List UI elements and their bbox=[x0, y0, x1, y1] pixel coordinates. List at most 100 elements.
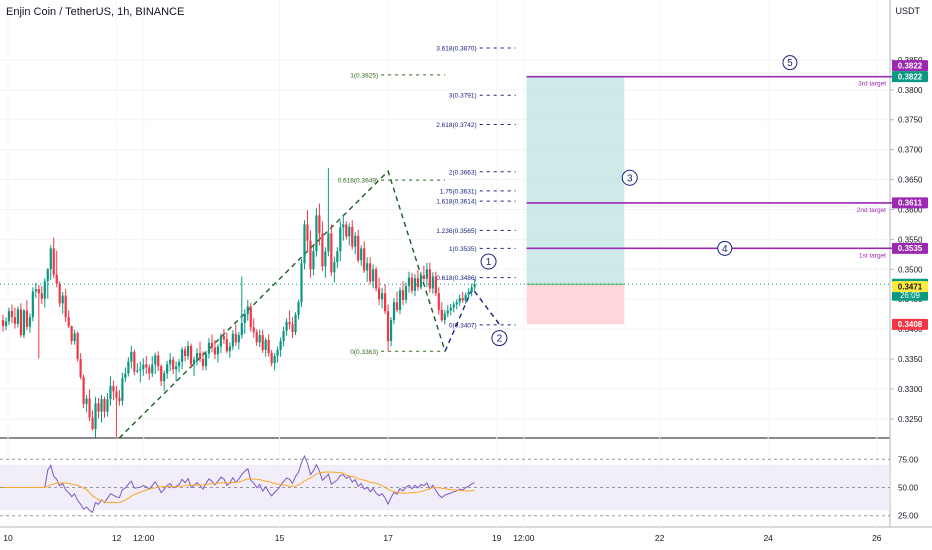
price-badge-label: 0.3822 bbox=[898, 61, 923, 70]
candle-body bbox=[163, 373, 166, 382]
candle-body bbox=[404, 286, 408, 300]
candle-body bbox=[246, 306, 249, 315]
candle-body bbox=[291, 324, 294, 333]
price-tick-label: 0.3700 bbox=[898, 146, 923, 155]
candle-body bbox=[276, 350, 279, 357]
candle-body bbox=[222, 336, 225, 340]
price-tick-label: 0.3650 bbox=[898, 176, 923, 185]
candle-body bbox=[279, 341, 282, 351]
price-tick-label: 0.3600 bbox=[898, 205, 923, 214]
candle-body bbox=[333, 262, 336, 273]
candle-body bbox=[76, 333, 79, 360]
fib-extension-label: 1.236(0.3565) bbox=[436, 228, 476, 235]
candle-body bbox=[181, 349, 184, 363]
candle-body bbox=[348, 226, 351, 237]
candle-body bbox=[1, 320, 5, 327]
time-tick-label: 22 bbox=[655, 533, 665, 543]
price-badge bbox=[892, 197, 928, 209]
candle-body bbox=[25, 310, 28, 327]
candle-body bbox=[106, 399, 109, 412]
candle-body bbox=[425, 269, 428, 279]
price-tick-label: 0.3550 bbox=[898, 235, 923, 244]
candle-body bbox=[112, 385, 115, 392]
candle-body bbox=[315, 215, 318, 252]
price-tick-label: 0.3750 bbox=[898, 116, 923, 125]
wave-circle bbox=[491, 330, 508, 347]
candle-body bbox=[216, 346, 220, 355]
rsi-level-label: 75.00 bbox=[898, 455, 919, 464]
candle-body bbox=[13, 317, 17, 324]
candle-body bbox=[455, 302, 458, 305]
price-tick-label: 0.3350 bbox=[898, 355, 923, 364]
candle-body bbox=[192, 359, 196, 365]
price-tick-label: 0.3250 bbox=[898, 415, 923, 424]
candle-body bbox=[297, 302, 300, 315]
candle-body bbox=[186, 345, 190, 357]
candle-body bbox=[386, 311, 390, 342]
candle-body bbox=[94, 403, 97, 430]
fib-levels[interactable]: 3.618(0.3870) 3(0.3791) 2.618(0.3742) 2(0.3… bbox=[338, 45, 516, 356]
candle-body bbox=[195, 353, 199, 360]
candle-body bbox=[52, 248, 55, 275]
candle-body bbox=[422, 275, 425, 279]
rsi-level-label: 25.00 bbox=[898, 512, 919, 521]
profit-zone bbox=[526, 76, 625, 285]
candle-body bbox=[309, 240, 312, 270]
candle-body bbox=[285, 321, 288, 331]
time-tick-label: 26 bbox=[872, 533, 882, 543]
price-badge bbox=[892, 60, 928, 72]
candle-body bbox=[410, 277, 414, 291]
candle-body bbox=[100, 399, 103, 412]
time-tick-label: 12:00 bbox=[133, 533, 155, 543]
candle-body bbox=[231, 333, 234, 347]
candle-body bbox=[339, 227, 342, 252]
candle-body bbox=[142, 364, 145, 370]
candle-body bbox=[461, 298, 464, 301]
candle-body bbox=[118, 397, 121, 401]
candle-body bbox=[225, 339, 228, 352]
candle-body bbox=[330, 233, 333, 273]
fib-extension-label: 1.618(0.3614) bbox=[436, 199, 476, 206]
price-badge-label: 0.3822 bbox=[898, 72, 923, 81]
candle-body bbox=[55, 274, 58, 284]
price-badge-label: 0.3611 bbox=[898, 199, 923, 208]
candle-body bbox=[22, 310, 25, 336]
candle-body bbox=[282, 330, 285, 342]
candle-body bbox=[154, 355, 157, 365]
candle-body bbox=[342, 224, 345, 228]
price-badge-label: 0.3535 bbox=[898, 244, 923, 253]
price-badge-label: 0.3408 bbox=[898, 320, 923, 329]
candle-body bbox=[109, 385, 112, 400]
candle-body bbox=[294, 314, 297, 333]
candle-body bbox=[34, 289, 37, 292]
candle-body bbox=[303, 224, 306, 264]
candle-body bbox=[243, 314, 246, 324]
wave-number: 1 bbox=[486, 257, 492, 268]
candle-body bbox=[31, 291, 34, 318]
candle-body bbox=[473, 284, 476, 288]
wave-number: 2 bbox=[497, 334, 503, 345]
wave-circle bbox=[717, 240, 733, 256]
fib-extension-label: 0.618(0.3486) bbox=[436, 275, 476, 282]
candle-body bbox=[201, 359, 205, 367]
candle-body bbox=[398, 290, 402, 310]
candle-body bbox=[458, 298, 461, 303]
rsi-line bbox=[3, 454, 475, 514]
wave-number: 3 bbox=[627, 173, 633, 184]
candle-body bbox=[49, 248, 52, 270]
fib-retracement-label: 1(0.3825) bbox=[350, 72, 378, 79]
price-badge-label: 0.3471 bbox=[898, 282, 923, 291]
subchart-separator bbox=[0, 0, 932, 528]
target-lines[interactable]: 3rd target 5 2nd target 1st target 4 bbox=[526, 55, 918, 260]
candle-body bbox=[228, 346, 231, 352]
candle-body bbox=[372, 269, 375, 282]
time-tick-label: 24 bbox=[763, 533, 773, 543]
long-position-tool[interactable] bbox=[526, 76, 625, 325]
candle-body bbox=[145, 364, 148, 368]
candle-body bbox=[264, 339, 267, 351]
candle-body bbox=[183, 349, 187, 357]
candle-body bbox=[121, 378, 124, 401]
candle-body bbox=[127, 361, 130, 374]
candle-body bbox=[207, 342, 211, 354]
